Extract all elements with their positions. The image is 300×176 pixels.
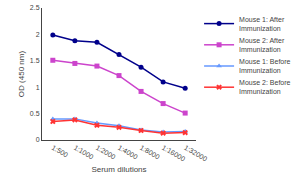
svg-text:2: 2 — [36, 31, 40, 38]
svg-text:1:8000: 1:8000 — [139, 144, 161, 161]
svg-text:1:32000: 1:32000 — [183, 144, 209, 163]
svg-text:Mouse 1: AfterImmunization: Mouse 1: AfterImmunization — [239, 16, 285, 32]
svg-text:Mouse 1: BeforeImmunization: Mouse 1: BeforeImmunization — [239, 58, 290, 74]
svg-text:1: 1 — [36, 84, 40, 91]
svg-text:Mouse 2: BeforeImmunization: Mouse 2: BeforeImmunization — [239, 79, 290, 95]
svg-text:Serum dilutions: Serum dilutions — [91, 165, 146, 174]
svg-text:1.5: 1.5 — [30, 57, 40, 64]
svg-text:2.5: 2.5 — [30, 4, 40, 11]
svg-text:OD (450 nm): OD (450 nm) — [17, 51, 26, 98]
svg-text:1:4000: 1:4000 — [117, 144, 139, 161]
svg-text:0: 0 — [36, 136, 40, 143]
svg-text:1:1000: 1:1000 — [73, 144, 95, 161]
svg-text:1:16000: 1:16000 — [161, 144, 187, 163]
svg-text:0.5: 0.5 — [30, 110, 40, 117]
svg-text:1:500: 1:500 — [51, 144, 70, 159]
svg-text:1:2000: 1:2000 — [95, 144, 117, 161]
svg-text:Mouse 2: AfterImmunization: Mouse 2: AfterImmunization — [239, 37, 285, 53]
